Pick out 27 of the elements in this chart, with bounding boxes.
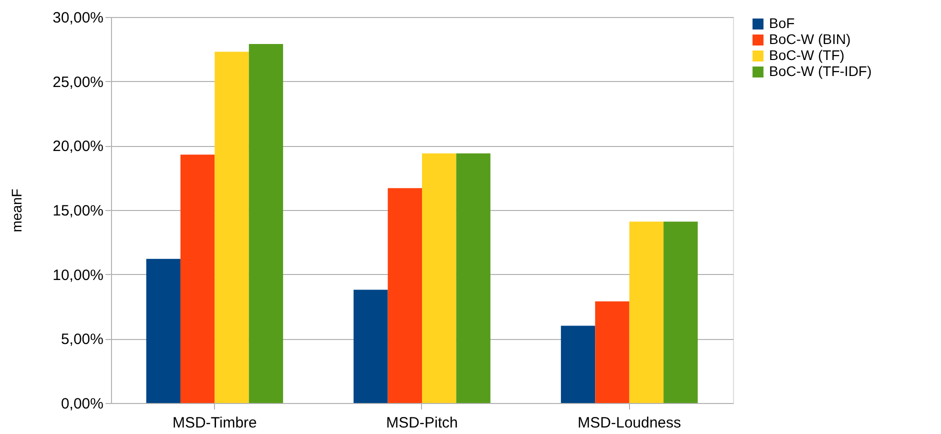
- legend-label: BoC-W (TF): [769, 47, 844, 63]
- bar: [248, 44, 284, 403]
- bar: [629, 222, 664, 403]
- y-tick-label: 0,00%: [60, 396, 104, 412]
- y-tick-label: 5,00%: [60, 331, 104, 348]
- y-tick-label: 10,00%: [52, 266, 104, 284]
- x-tick-label: MSD-Timbre: [172, 414, 257, 432]
- bar: [214, 52, 249, 403]
- y-tick-label: 25,00%: [52, 74, 104, 91]
- bar: [146, 258, 180, 403]
- bar: [180, 154, 215, 403]
- bar: [456, 153, 490, 403]
- bar: [354, 290, 388, 403]
- bar: [664, 222, 698, 403]
- bar: [560, 326, 596, 403]
- legend-label: BoF: [769, 15, 795, 31]
- bar: [595, 301, 630, 403]
- y-axis-title: meanF: [8, 188, 25, 232]
- x-tick-label: MSD-Loudness: [578, 414, 682, 432]
- bar: [422, 153, 456, 403]
- y-tick-label: 30,00%: [52, 10, 104, 26]
- bar: [388, 188, 422, 403]
- legend-label: BoC-W (TF-IDF): [769, 63, 872, 79]
- y-tick-label: 15,00%: [52, 202, 104, 220]
- x-tick-label: MSD-Pitch: [386, 414, 458, 432]
- legend-label: BoC-W (BIN): [769, 31, 851, 47]
- y-tick-label: 20,00%: [52, 138, 104, 156]
